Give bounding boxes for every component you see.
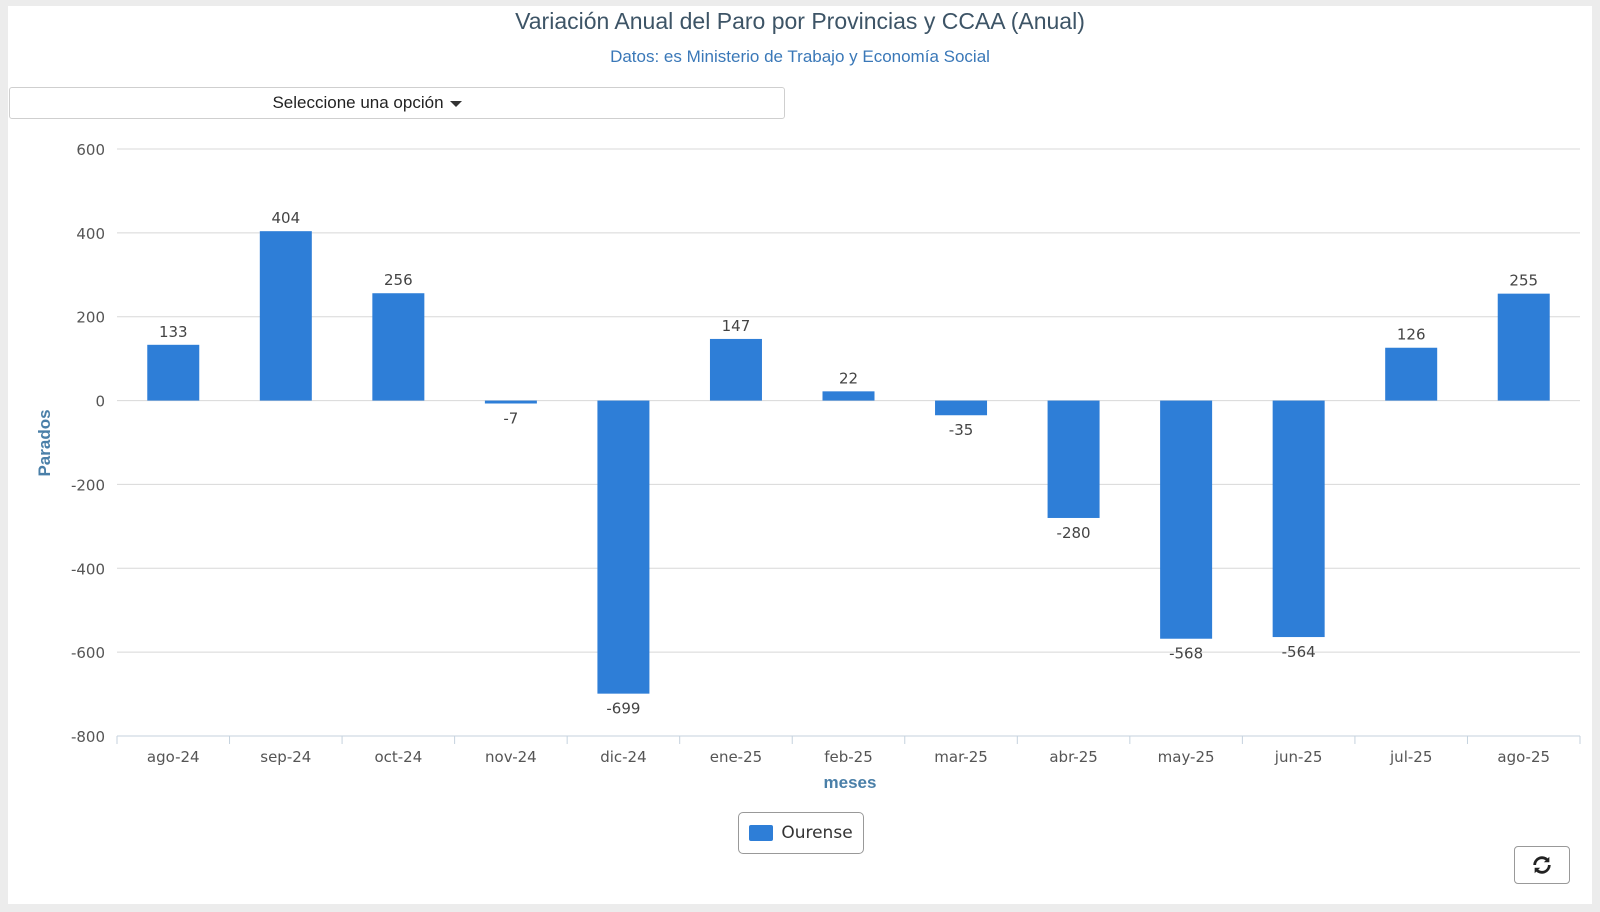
y-tick-label: 600	[76, 141, 105, 159]
option-selector-dropdown[interactable]: Seleccione una opción	[9, 87, 785, 119]
data-label: 404	[271, 209, 300, 227]
data-label: 147	[722, 317, 751, 335]
legend-item-ourense[interactable]: Ourense	[738, 812, 864, 854]
x-tick-label: nov-24	[485, 748, 537, 766]
bar	[147, 344, 200, 401]
x-tick-label: jun-25	[1274, 748, 1323, 766]
y-tick-label: -600	[71, 644, 105, 662]
chart-title: Variación Anual del Paro por Provincias …	[515, 8, 1085, 34]
legend-label: Ourense	[781, 823, 853, 843]
bar	[597, 400, 650, 694]
caret-down-icon	[449, 101, 462, 107]
x-tick-label: ene-25	[710, 748, 762, 766]
bar	[709, 338, 762, 401]
data-label: -564	[1282, 643, 1316, 661]
legend-swatch	[749, 825, 774, 841]
bar	[484, 400, 537, 404]
x-tick-label: sep-24	[260, 748, 311, 766]
x-tick-label: dic-24	[600, 748, 646, 766]
x-axis-title: meses	[824, 773, 877, 792]
x-tick-label: ago-25	[1497, 748, 1550, 766]
bar	[259, 231, 312, 401]
chart-subtitle: Datos: es Ministerio de Trabajo y Econom…	[610, 47, 990, 66]
x-tick-label: abr-25	[1049, 748, 1097, 766]
y-tick-label: 400	[76, 225, 105, 243]
bar	[1272, 400, 1325, 638]
data-label: -280	[1057, 524, 1091, 542]
y-axis-title: Parados	[35, 409, 54, 476]
bar	[1497, 293, 1550, 401]
y-tick-label: 0	[95, 393, 105, 411]
data-label: 255	[1509, 272, 1538, 290]
data-label: -7	[503, 410, 518, 428]
refresh-button[interactable]	[1514, 846, 1570, 884]
x-tick-label: may-25	[1158, 748, 1215, 766]
x-tick-label: mar-25	[934, 748, 988, 766]
option-selector-label: Seleccione una opción	[272, 93, 444, 112]
chart-panel	[8, 6, 1592, 904]
data-label: -35	[949, 421, 974, 439]
bar	[372, 293, 425, 401]
bar	[1385, 347, 1438, 401]
data-label: 133	[159, 323, 188, 341]
data-label: -699	[606, 700, 640, 718]
bar	[1160, 400, 1213, 639]
x-tick-label: feb-25	[824, 748, 873, 766]
y-tick-label: -200	[71, 476, 105, 494]
refresh-icon	[1533, 856, 1551, 874]
bar	[822, 391, 875, 401]
x-tick-label: jul-25	[1389, 748, 1432, 766]
y-tick-label: 200	[76, 309, 105, 327]
data-label: 126	[1397, 326, 1426, 344]
y-tick-label: -400	[71, 560, 105, 578]
bar	[1047, 400, 1100, 518]
data-label: 256	[384, 271, 413, 289]
data-label: -568	[1169, 645, 1203, 663]
data-label: 22	[839, 369, 858, 387]
x-tick-label: ago-24	[147, 748, 200, 766]
bar	[935, 400, 988, 416]
y-tick-label: -800	[71, 728, 105, 746]
x-tick-label: oct-24	[374, 748, 422, 766]
